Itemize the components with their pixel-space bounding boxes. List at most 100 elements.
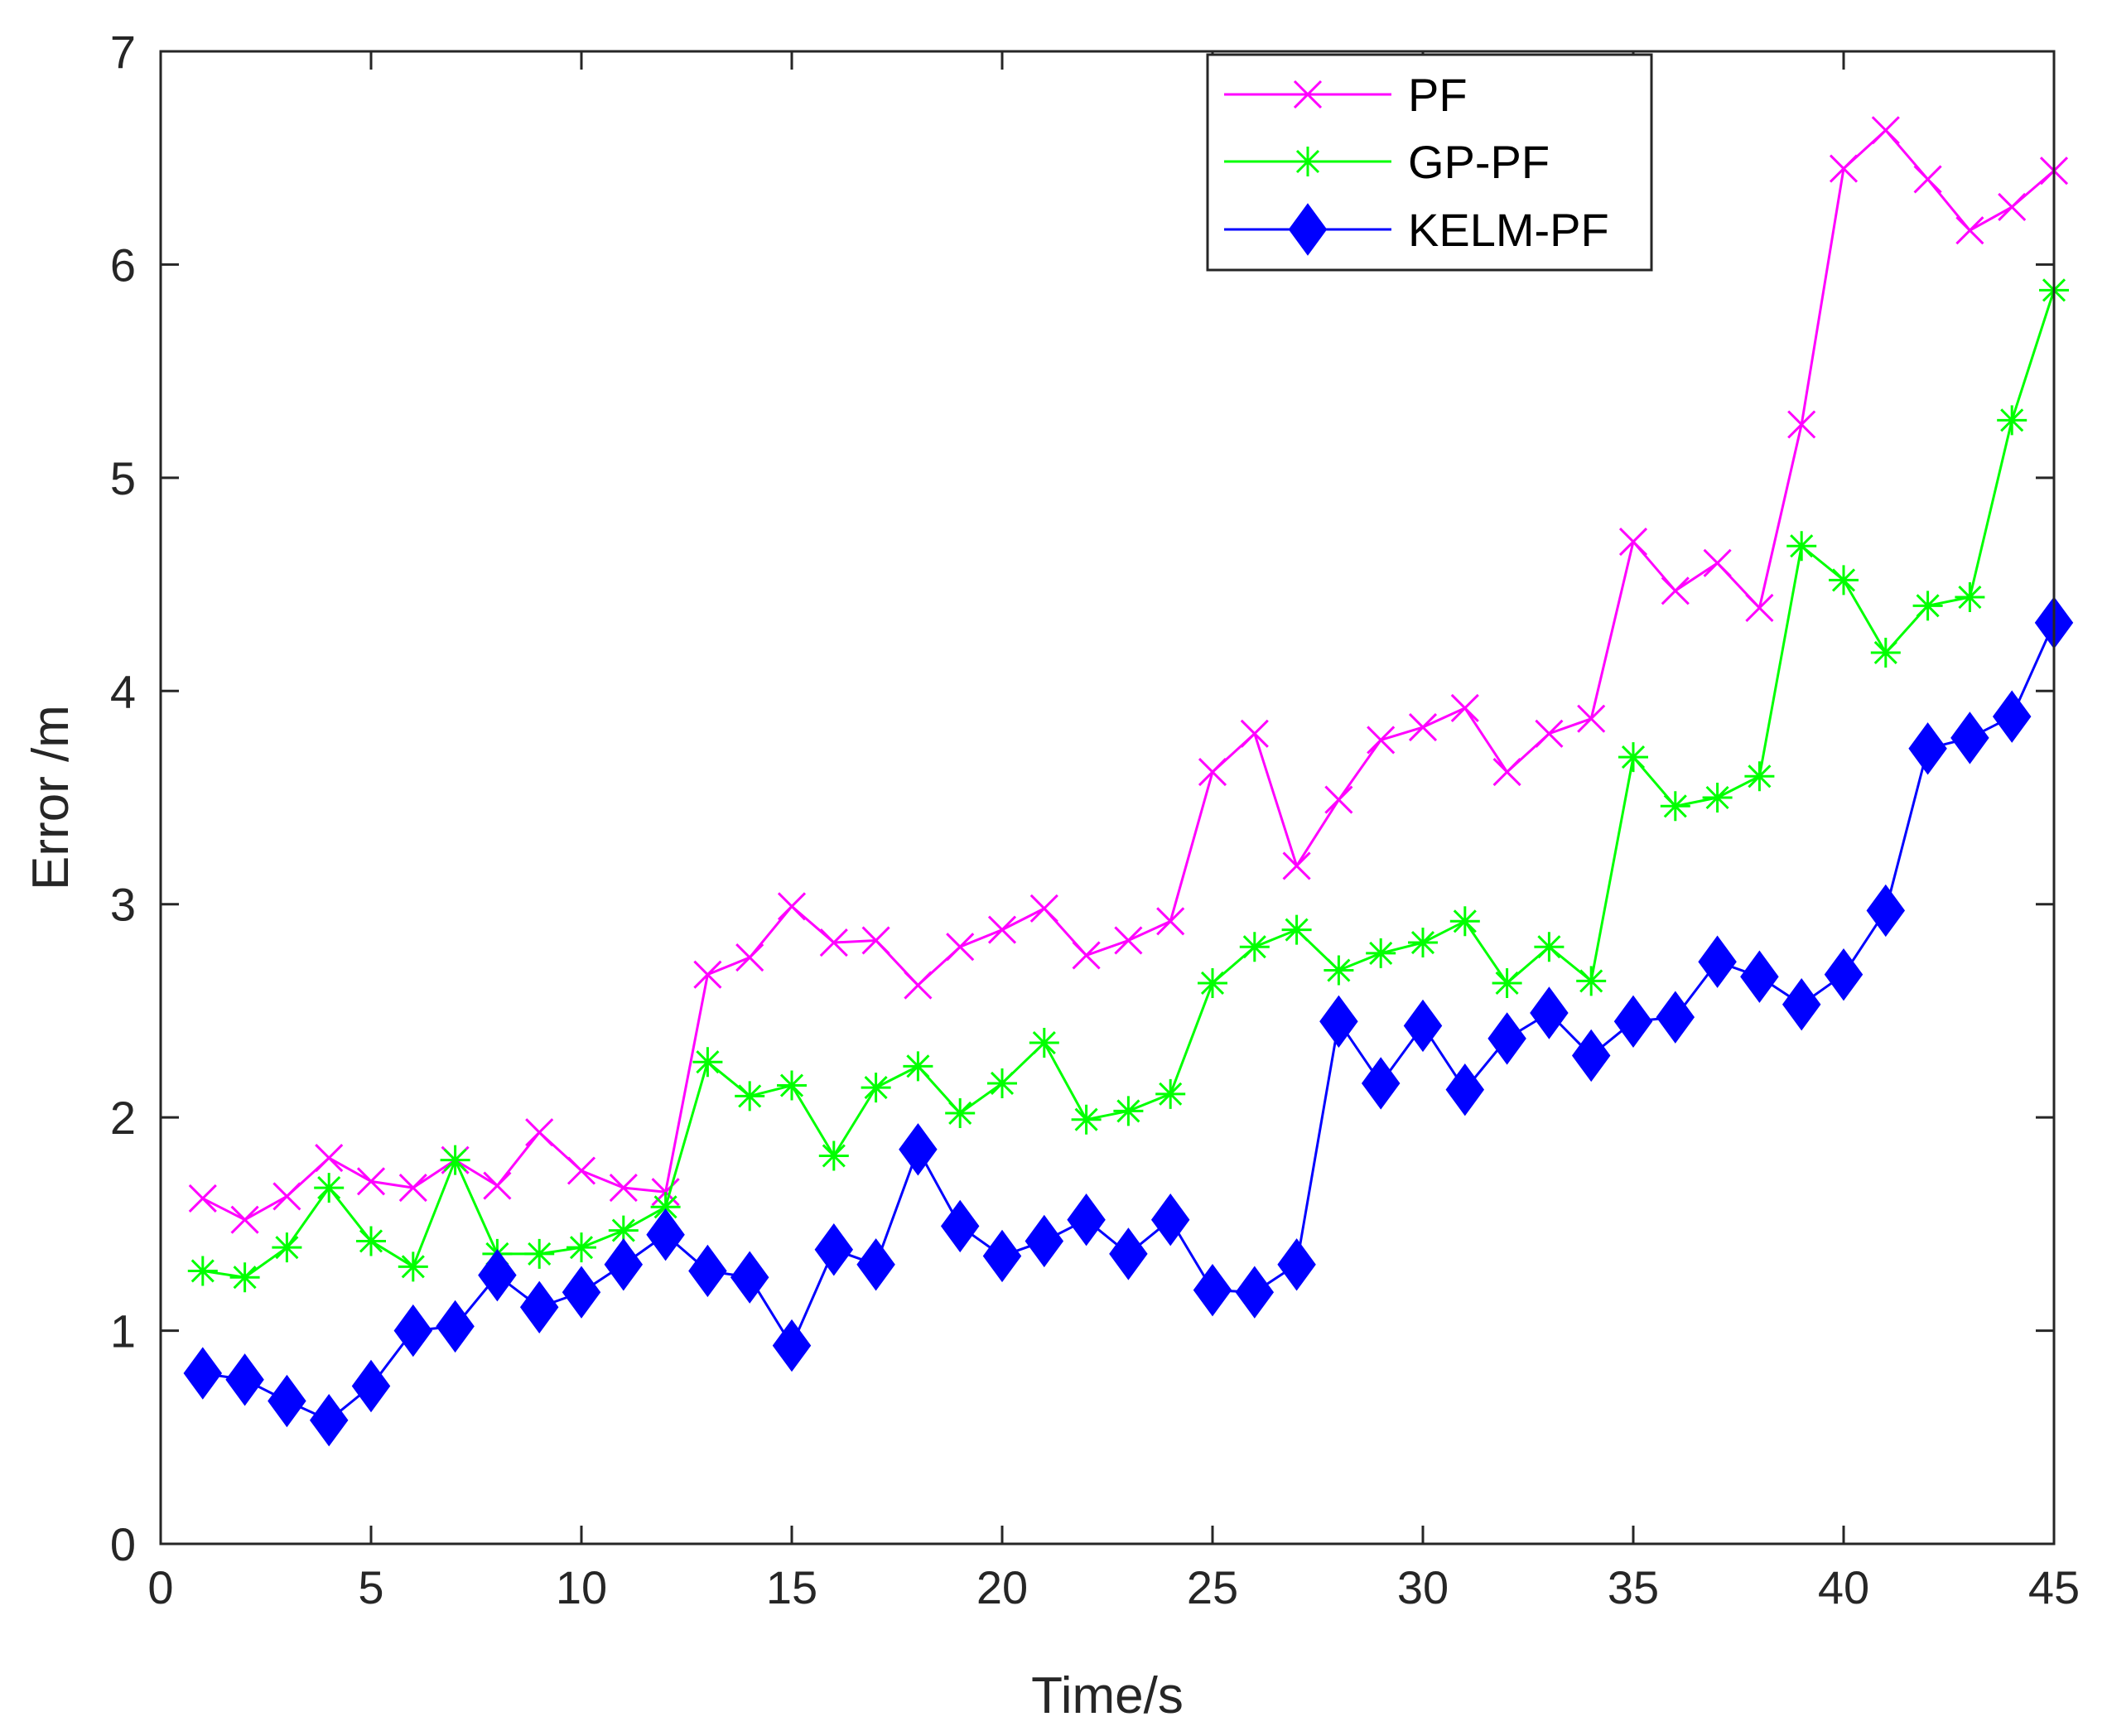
data-point-pf xyxy=(946,933,975,962)
x-tick-label: 45 xyxy=(2028,1561,2080,1613)
data-point-kelm-pf xyxy=(1530,986,1569,1039)
data-point-pf xyxy=(1871,116,1900,145)
data-point-pf xyxy=(1829,154,1859,183)
data-point-pf xyxy=(567,1156,596,1185)
data-point-gp-pf xyxy=(440,1145,470,1175)
data-point-pf xyxy=(1492,758,1521,787)
data-point-pf xyxy=(651,1178,680,1207)
data-point-gp-pf xyxy=(818,1140,849,1171)
plot-background xyxy=(161,51,2054,1544)
data-point-gp-pf xyxy=(650,1192,681,1222)
data-point-kelm-pf xyxy=(1782,978,1821,1031)
legend-marker-kelm-pf xyxy=(1288,203,1328,256)
data-point-kelm-pf xyxy=(1277,1238,1316,1291)
data-point-kelm-pf xyxy=(225,1353,264,1406)
series-gp-pf xyxy=(187,275,2069,1293)
data-point-pf xyxy=(1998,192,2027,221)
data-point-gp-pf xyxy=(1324,955,1354,986)
data-point-gp-pf xyxy=(608,1215,639,1246)
data-point-kelm-pf xyxy=(1656,991,1695,1044)
x-tick-label: 40 xyxy=(1818,1561,1869,1613)
data-point-pf xyxy=(1029,894,1058,923)
data-point-kelm-pf xyxy=(1950,711,1989,764)
data-point-gp-pf xyxy=(861,1073,891,1103)
y-tick-label: 6 xyxy=(110,239,136,291)
data-point-gp-pf xyxy=(187,1256,218,1286)
data-point-gp-pf xyxy=(567,1232,596,1263)
data-point-kelm-pf xyxy=(1698,935,1737,988)
data-point-pf xyxy=(819,928,848,957)
data-point-gp-pf xyxy=(1744,761,1775,792)
data-point-kelm-pf xyxy=(772,1319,812,1372)
data-point-pf xyxy=(525,1118,554,1147)
x-tick-label: 25 xyxy=(1187,1561,1238,1613)
data-point-kelm-pf xyxy=(519,1280,559,1333)
legend-entries: PF GP-PF KELM-PF xyxy=(1224,69,1609,256)
data-point-pf xyxy=(1618,528,1648,557)
data-point-gp-pf xyxy=(1198,967,1227,998)
data-point-pf xyxy=(1408,712,1438,742)
data-point-pf xyxy=(861,926,890,955)
legend-label-pf: PF xyxy=(1408,69,1468,121)
data-point-kelm-pf xyxy=(1487,1012,1526,1065)
data-point-pf xyxy=(356,1167,386,1196)
data-point-kelm-pf xyxy=(940,1199,980,1253)
data-point-pf xyxy=(1535,719,1564,748)
data-point-kelm-pf xyxy=(478,1248,517,1302)
data-point-gp-pf xyxy=(1449,906,1480,937)
data-point-gp-pf xyxy=(945,1097,976,1128)
data-point-kelm-pf xyxy=(1403,999,1443,1053)
data-point-kelm-pf xyxy=(730,1251,769,1304)
data-point-kelm-pf xyxy=(982,1229,1022,1283)
data-point-pf xyxy=(1450,693,1479,722)
data-point-pf xyxy=(483,1171,512,1200)
data-point-gp-pf xyxy=(1155,1078,1186,1109)
data-point-pf xyxy=(987,915,1017,944)
data-point-pf xyxy=(398,1174,427,1203)
data-point-kelm-pf xyxy=(688,1244,727,1298)
data-point-gp-pf xyxy=(777,1070,807,1101)
data-point-kelm-pf xyxy=(646,1208,685,1261)
data-point-pf xyxy=(1156,907,1185,936)
legend-marker-gp-pf xyxy=(1293,147,1323,176)
data-point-gp-pf xyxy=(1113,1096,1144,1126)
data-point-kelm-pf xyxy=(1445,1063,1485,1116)
data-point-gp-pf xyxy=(1576,966,1607,996)
data-point-gp-pf xyxy=(1366,938,1396,968)
data-point-kelm-pf xyxy=(1613,995,1653,1048)
data-point-pf xyxy=(1072,941,1101,970)
data-point-pf xyxy=(230,1205,259,1234)
y-tick-label: 5 xyxy=(110,452,136,504)
data-point-gp-pf xyxy=(1829,565,1859,596)
data-point-kelm-pf xyxy=(309,1393,349,1447)
x-tick-label: 10 xyxy=(556,1561,607,1613)
data-point-kelm-pf xyxy=(1319,995,1358,1048)
y-tick-label: 3 xyxy=(110,879,136,931)
data-point-gp-pf xyxy=(229,1262,260,1293)
data-point-kelm-pf xyxy=(1740,950,1779,1003)
data-point-kelm-pf xyxy=(604,1238,644,1291)
x-tick-label: 0 xyxy=(147,1561,173,1613)
data-point-pf xyxy=(1577,704,1606,733)
data-point-gp-pf xyxy=(692,1047,723,1078)
data-point-gp-pf xyxy=(987,1068,1017,1098)
plot-area xyxy=(161,51,2054,1544)
data-point-pf xyxy=(904,971,933,1000)
y-tick-label: 4 xyxy=(110,665,136,717)
data-point-pf xyxy=(1198,758,1227,787)
data-point-pf xyxy=(188,1184,217,1213)
x-tick-label: 35 xyxy=(1608,1561,1659,1613)
data-point-kelm-pf xyxy=(856,1238,895,1291)
data-point-pf xyxy=(735,943,764,972)
data-point-gp-pf xyxy=(1870,637,1901,668)
data-point-gp-pf xyxy=(903,1051,933,1082)
data-point-gp-pf xyxy=(1071,1104,1102,1135)
data-point-kelm-pf xyxy=(393,1304,433,1357)
data-point-gp-pf xyxy=(1912,591,1943,621)
data-point-kelm-pf xyxy=(1025,1214,1064,1268)
ticks-layer xyxy=(159,50,2056,1546)
data-point-pf xyxy=(1955,216,1984,245)
series-kelm-pf xyxy=(183,596,2074,1447)
data-point-kelm-pf xyxy=(1235,1266,1275,1319)
